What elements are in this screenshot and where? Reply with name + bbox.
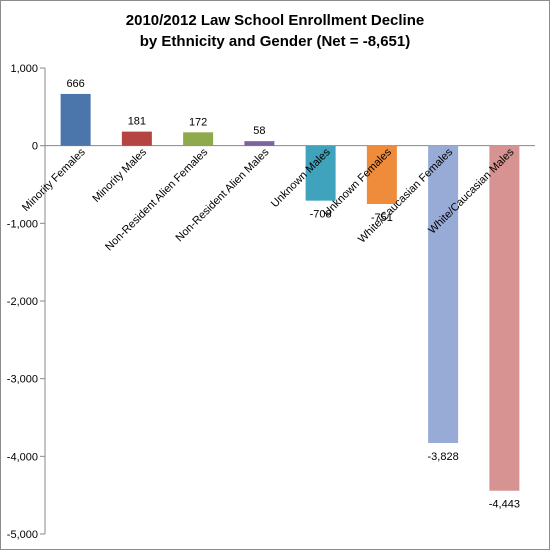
bar (366, 145, 397, 204)
bar (305, 145, 336, 201)
bar (244, 141, 275, 146)
data-label: -3,828 (428, 451, 459, 463)
data-label: -751 (371, 212, 393, 224)
y-tick-label: -4,000 (7, 451, 38, 463)
bar (489, 145, 520, 491)
data-label: 172 (189, 116, 207, 128)
bar (60, 93, 91, 146)
y-tick-label: -3,000 (7, 374, 38, 386)
x-tick-label: Minority Males (90, 146, 149, 205)
y-tick-label: -2,000 (7, 296, 38, 308)
bar (428, 145, 459, 443)
data-label: 666 (66, 78, 84, 90)
x-tick-label: Non-Resident Alien Females (103, 146, 210, 253)
bar (121, 131, 152, 146)
x-tick-label: Minority Females (20, 146, 88, 214)
chart-title-line-1: 2010/2012 Law School Enrollment Decline (125, 12, 425, 29)
y-tick-label: 1,000 (10, 63, 38, 75)
bar (183, 132, 214, 146)
data-label: 181 (128, 116, 146, 128)
y-tick-label: -1,000 (7, 218, 38, 230)
data-label: -708 (310, 209, 332, 221)
y-tick-label: -5,000 (7, 529, 38, 541)
data-label: 58 (253, 125, 265, 137)
data-label: -4,443 (489, 499, 520, 511)
y-tick-label: 0 (32, 141, 38, 153)
chart-title-line-2: by Ethnicity and Gender (Net = -8,651) (139, 33, 411, 50)
